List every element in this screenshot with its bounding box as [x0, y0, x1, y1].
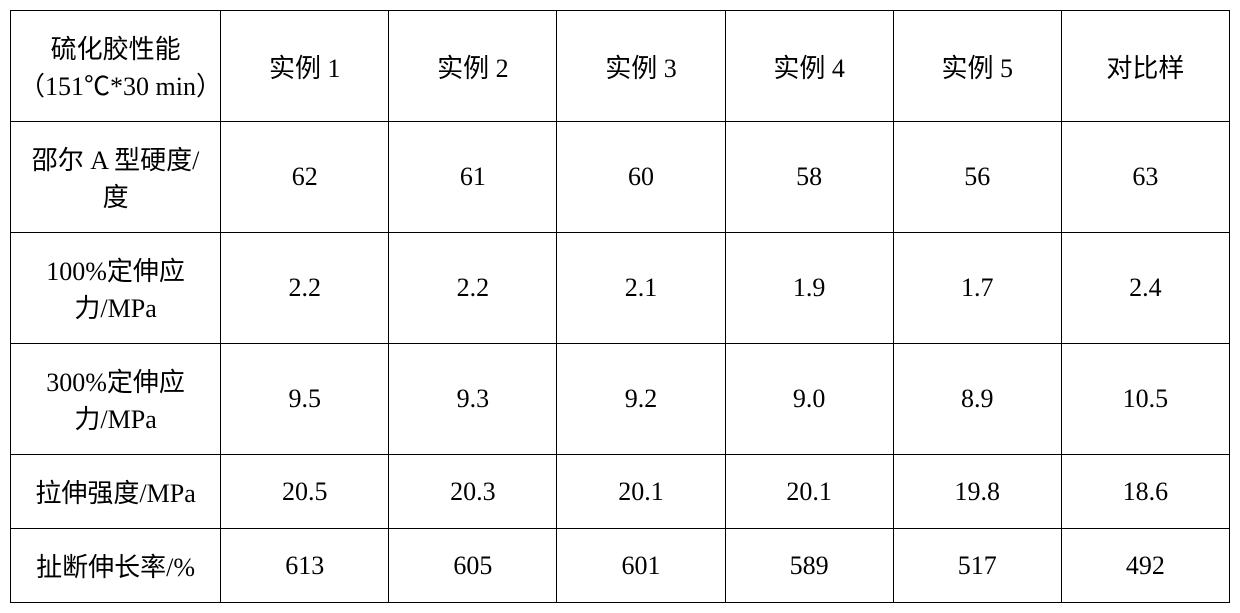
- table-row: 100%定伸应力/MPa 2.2 2.2 2.1 1.9 1.7 2.4: [11, 233, 1230, 344]
- table-row: 扯断伸长率/% 613 605 601 589 517 492: [11, 529, 1230, 603]
- table-cell: 605: [389, 529, 557, 603]
- table-cell: 1.7: [893, 233, 1061, 344]
- table-cell: 61: [389, 122, 557, 233]
- table-row: 拉伸强度/MPa 20.5 20.3 20.1 20.1 19.8 18.6: [11, 455, 1230, 529]
- column-header: 实例 2: [389, 11, 557, 122]
- column-header: 实例 3: [557, 11, 725, 122]
- table-cell: 601: [557, 529, 725, 603]
- table-row: 300%定伸应力/MPa 9.5 9.3 9.2 9.0 8.9 10.5: [11, 344, 1230, 455]
- row-label: 100%定伸应力/MPa: [11, 233, 221, 344]
- vulcanized-rubber-properties-table: 硫化胶性能（151℃*30 min） 实例 1 实例 2 实例 3 实例 4 实…: [10, 10, 1230, 603]
- table-cell: 613: [221, 529, 389, 603]
- table-header-row: 硫化胶性能（151℃*30 min） 实例 1 实例 2 实例 3 实例 4 实…: [11, 11, 1230, 122]
- column-header: 实例 1: [221, 11, 389, 122]
- table-cell: 63: [1061, 122, 1229, 233]
- table-cell: 1.9: [725, 233, 893, 344]
- row-label: 拉伸强度/MPa: [11, 455, 221, 529]
- column-header: 实例 5: [893, 11, 1061, 122]
- table-cell: 2.2: [221, 233, 389, 344]
- column-header: 对比样: [1061, 11, 1229, 122]
- table-cell: 60: [557, 122, 725, 233]
- column-header: 硫化胶性能（151℃*30 min）: [11, 11, 221, 122]
- table-cell: 18.6: [1061, 455, 1229, 529]
- table-cell: 56: [893, 122, 1061, 233]
- table-cell: 19.8: [893, 455, 1061, 529]
- table-cell: 10.5: [1061, 344, 1229, 455]
- table-cell: 9.3: [389, 344, 557, 455]
- table-cell: 20.1: [725, 455, 893, 529]
- table-cell: 58: [725, 122, 893, 233]
- row-label: 邵尔 A 型硬度/度: [11, 122, 221, 233]
- table-cell: 9.5: [221, 344, 389, 455]
- table-cell: 2.1: [557, 233, 725, 344]
- table-cell: 9.0: [725, 344, 893, 455]
- table-cell: 8.9: [893, 344, 1061, 455]
- table-cell: 2.2: [389, 233, 557, 344]
- table-row: 邵尔 A 型硬度/度 62 61 60 58 56 63: [11, 122, 1230, 233]
- table-cell: 492: [1061, 529, 1229, 603]
- table-cell: 517: [893, 529, 1061, 603]
- table-cell: 20.1: [557, 455, 725, 529]
- table-cell: 2.4: [1061, 233, 1229, 344]
- table-cell: 20.3: [389, 455, 557, 529]
- row-label: 扯断伸长率/%: [11, 529, 221, 603]
- row-label: 300%定伸应力/MPa: [11, 344, 221, 455]
- table-cell: 9.2: [557, 344, 725, 455]
- table-cell: 589: [725, 529, 893, 603]
- column-header: 实例 4: [725, 11, 893, 122]
- table-cell: 20.5: [221, 455, 389, 529]
- table-cell: 62: [221, 122, 389, 233]
